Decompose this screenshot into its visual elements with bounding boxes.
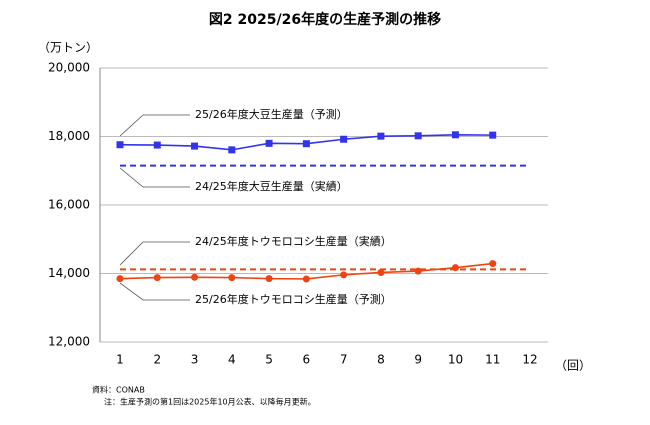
y-tick-label: 18,000 bbox=[48, 129, 90, 143]
marker bbox=[414, 132, 422, 140]
y-axis-label: （万トン） bbox=[38, 41, 98, 55]
series-label: 25/26年度大豆生産量（予測） bbox=[195, 107, 348, 121]
series-label: 24/25年度大豆生産量（実績） bbox=[195, 179, 348, 193]
marker bbox=[340, 271, 348, 279]
leader-line bbox=[119, 241, 190, 266]
marker bbox=[489, 131, 497, 139]
y-tick-label: 12,000 bbox=[48, 335, 90, 349]
marker bbox=[451, 264, 459, 272]
marker bbox=[302, 140, 310, 148]
marker bbox=[302, 275, 310, 283]
leader-line bbox=[119, 114, 190, 137]
marker bbox=[489, 260, 497, 268]
marker bbox=[265, 139, 273, 147]
marker bbox=[377, 132, 385, 140]
x-tick-label: 5 bbox=[265, 353, 273, 367]
marker bbox=[116, 275, 124, 283]
x-axis-label: （回） bbox=[555, 359, 591, 373]
x-tick-label: 4 bbox=[228, 353, 236, 367]
y-tick-label: 20,000 bbox=[48, 61, 90, 75]
marker bbox=[191, 142, 199, 150]
y-tick-label: 14,000 bbox=[48, 266, 90, 280]
marker bbox=[265, 275, 273, 283]
marker bbox=[191, 273, 199, 281]
marker bbox=[340, 135, 348, 143]
y-tick-label: 16,000 bbox=[48, 198, 90, 212]
series-label: 24/25年度トウモロコシ生産量（実績） bbox=[195, 234, 392, 248]
x-tick-label: 11 bbox=[485, 353, 500, 367]
marker bbox=[228, 146, 236, 154]
x-tick-label: 10 bbox=[448, 353, 463, 367]
x-tick-label: 7 bbox=[340, 353, 348, 367]
x-tick-label: 12 bbox=[522, 353, 537, 367]
x-tick-label: 8 bbox=[377, 353, 385, 367]
leader-line bbox=[119, 282, 190, 301]
marker bbox=[153, 141, 161, 149]
marker bbox=[228, 274, 236, 282]
marker bbox=[377, 268, 385, 276]
marker bbox=[414, 267, 422, 275]
series-label: 25/26年度トウモロコシ生産量（予測） bbox=[195, 292, 392, 306]
x-tick-label: 3 bbox=[191, 353, 199, 367]
leader-line bbox=[119, 167, 190, 188]
leaders bbox=[119, 114, 190, 301]
x-tick-label: 1 bbox=[116, 353, 124, 367]
source-note: 資料：CONAB bbox=[92, 385, 145, 395]
marker bbox=[116, 141, 124, 149]
x-tick-label: 2 bbox=[153, 353, 161, 367]
footnote: 注：生産予測の第1回は2025年10月公表、以降毎月更新。 bbox=[104, 397, 316, 407]
chart-title: 図2 2025/26年度の生産予測の推移 bbox=[209, 11, 441, 28]
marker bbox=[153, 274, 161, 282]
marker bbox=[451, 131, 459, 139]
x-tick-label: 6 bbox=[303, 353, 311, 367]
x-tick-label: 9 bbox=[414, 353, 422, 367]
